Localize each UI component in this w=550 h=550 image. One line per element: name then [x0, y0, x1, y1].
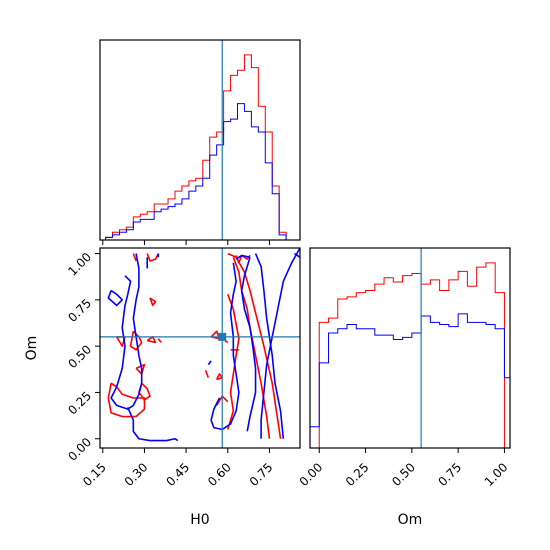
joint-x-tick-label-2: 0.45 — [163, 460, 192, 489]
joint-series-0-contour-18 — [215, 373, 224, 381]
om-marginal-frame — [309, 247, 511, 449]
joint-series-0-contour-8 — [135, 363, 146, 375]
om-x-axis-label: Om — [398, 512, 423, 528]
joint-series-0-contour-14 — [146, 253, 160, 262]
joint-series-1-contour-0 — [254, 253, 285, 439]
joint-series-0-contour-15 — [210, 330, 221, 340]
joint-contour-panel: 0.15 0.30 0.45 0.60 0.75 0.00 0.25 0.50 0.75 1.0… — [24, 247, 301, 528]
joint-series-1-contour-7 — [110, 253, 143, 410]
joint-x-tick-label-1: 0.30 — [122, 460, 151, 489]
joint-x-axis-label: H0 — [190, 512, 209, 528]
joint-y-tick-label-3: 0.75 — [65, 296, 94, 325]
h0-marginal-panel — [99, 39, 301, 245]
joint-y-tick-label-4: 1.00 — [65, 250, 94, 279]
h0-marginal-frame — [99, 39, 301, 241]
om-series-0-histogram — [310, 262, 510, 449]
om-series-1-histogram — [309, 313, 511, 448]
joint-series-1-contour-3 — [210, 262, 240, 431]
joint-y-tick-label-2: 0.50 — [65, 342, 94, 371]
joint-contours — [107, 248, 300, 442]
joint-series-0-contour-12 — [157, 338, 162, 343]
joint-x-tick-label-3: 0.60 — [205, 460, 234, 489]
om-x-tick-label-0: 0.00 — [297, 460, 326, 489]
joint-series-1-contour-6 — [107, 289, 124, 307]
om-x-tick-label-1: 0.25 — [343, 460, 372, 489]
joint-series-1-contour-8 — [127, 406, 179, 442]
joint-series-0-contour-9 — [107, 382, 146, 418]
om-x-tick-label-4: 1.00 — [482, 460, 511, 489]
om-x-ticks: 0.00 0.25 0.50 0.75 1.00 — [297, 448, 511, 489]
joint-series-1-contour-5 — [235, 254, 251, 260]
joint-series-0-contour-16 — [224, 339, 229, 344]
joint-x-tick-label-0: 0.15 — [80, 460, 109, 489]
om-marginal-panel: 0.00 0.25 0.50 0.75 1.00 Om — [297, 247, 511, 528]
joint-y-axis-label: Om — [24, 336, 40, 361]
om-histogram-plot-area — [309, 248, 511, 449]
joint-series-0-contour-6 — [129, 330, 143, 351]
joint-x-tick-label-4: 0.75 — [247, 460, 276, 489]
h0-series-1-histogram — [105, 103, 294, 241]
joint-series-0-contour-13 — [132, 253, 137, 262]
joint-truth-marker — [218, 332, 227, 341]
h0-marginal-x-ticks — [102, 240, 270, 245]
joint-y-tick-label-1: 0.25 — [65, 389, 94, 418]
joint-series-1-contour-11 — [207, 360, 212, 366]
joint-frame — [99, 247, 301, 449]
joint-x-ticks: 0.15 0.30 0.45 0.60 0.75 — [80, 448, 276, 489]
om-x-tick-label-2: 0.50 — [389, 460, 418, 489]
h0-histogram-plot-area — [105, 40, 294, 241]
joint-series-0-contour-11 — [149, 297, 157, 307]
joint-series-0-contour-17 — [204, 369, 210, 378]
joint-series-0-contour-7 — [146, 336, 157, 344]
h0-series-0-histogram — [105, 54, 294, 241]
joint-series-1-contour-1 — [294, 252, 300, 258]
joint-contour-plot-area — [100, 248, 300, 448]
joint-y-tick-label-0: 0.00 — [65, 435, 94, 464]
joint-y-ticks: 0.00 0.25 0.50 0.75 1.00 — [65, 250, 100, 464]
om-x-tick-label-3: 0.75 — [435, 460, 464, 489]
joint-series-0-contour-2 — [227, 294, 240, 430]
